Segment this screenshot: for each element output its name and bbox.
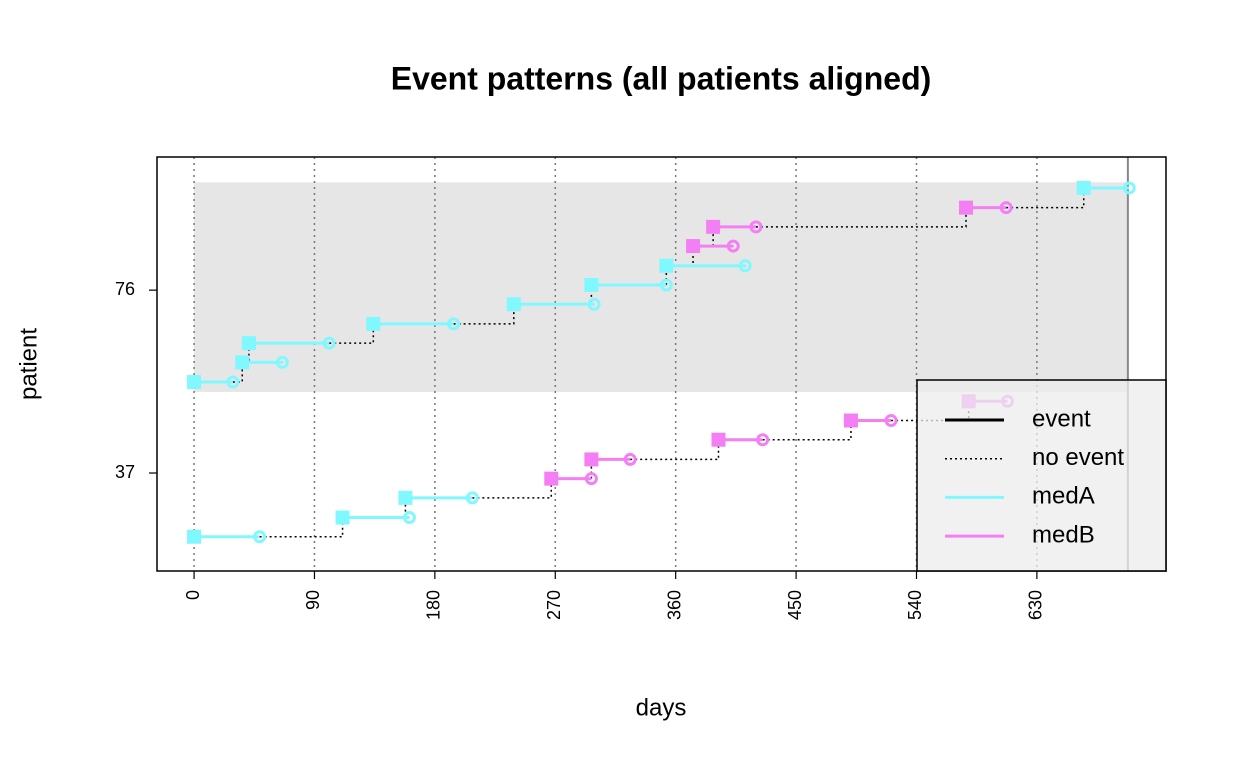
start-marker [235, 355, 250, 370]
legend-label: no event [1032, 444, 1124, 471]
start-marker [544, 471, 559, 486]
x-tick-label: 450 [785, 590, 805, 620]
start-marker [398, 490, 413, 505]
start-marker [335, 510, 350, 525]
end-marker [402, 511, 416, 525]
end-marker [749, 220, 763, 234]
start-marker [711, 432, 726, 447]
end-marker [756, 433, 770, 447]
end-marker [587, 297, 601, 311]
no-event-connector [630, 439, 720, 461]
start-marker [686, 239, 701, 254]
end-marker [884, 413, 898, 427]
start-marker [187, 375, 202, 390]
start-marker [584, 277, 599, 292]
x-tick-label: 360 [664, 590, 684, 620]
x-axis-label: days [636, 694, 687, 721]
start-marker [843, 413, 858, 428]
x-tick-label: 90 [303, 590, 323, 610]
x-tick-label: 0 [183, 590, 203, 600]
start-marker [659, 258, 674, 273]
start-marker [958, 200, 973, 215]
start-marker [187, 529, 202, 544]
start-marker [241, 336, 256, 351]
end-marker [659, 278, 673, 292]
end-marker [999, 201, 1013, 215]
end-marker [726, 239, 740, 253]
y-tick-label: 37 [115, 462, 135, 482]
start-marker [1076, 180, 1091, 195]
end-marker [584, 472, 598, 486]
x-tick-label: 540 [905, 590, 925, 620]
no-event-connector [762, 420, 852, 441]
no-event-connector [755, 207, 967, 228]
legend-box [916, 379, 1167, 572]
end-marker [253, 530, 267, 544]
end-marker [1122, 181, 1136, 195]
start-marker [584, 452, 599, 467]
start-marker [506, 297, 521, 312]
start-marker [706, 219, 721, 234]
no-event-connector [259, 517, 344, 538]
x-tick-label: 270 [544, 590, 564, 620]
end-marker [322, 336, 336, 350]
no-event-connector [472, 478, 553, 499]
legend-label: medB [1032, 521, 1095, 548]
start-marker [366, 316, 381, 331]
end-marker [738, 259, 752, 273]
x-tick-label: 630 [1026, 590, 1046, 620]
legend-label: medA [1032, 483, 1095, 510]
end-marker [447, 317, 461, 331]
plot-frame [156, 156, 1167, 572]
chart-title: Event patterns (all patients aligned) [391, 60, 932, 96]
legend-label: event [1032, 405, 1091, 432]
no-event-connector [453, 304, 515, 325]
x-tick-label: 180 [424, 590, 444, 620]
y-tick-label: 76 [115, 279, 135, 299]
y-axis-label: patient [15, 328, 42, 400]
end-marker [623, 452, 637, 466]
end-marker [465, 491, 479, 505]
end-marker [226, 375, 240, 389]
end-marker [275, 355, 289, 369]
